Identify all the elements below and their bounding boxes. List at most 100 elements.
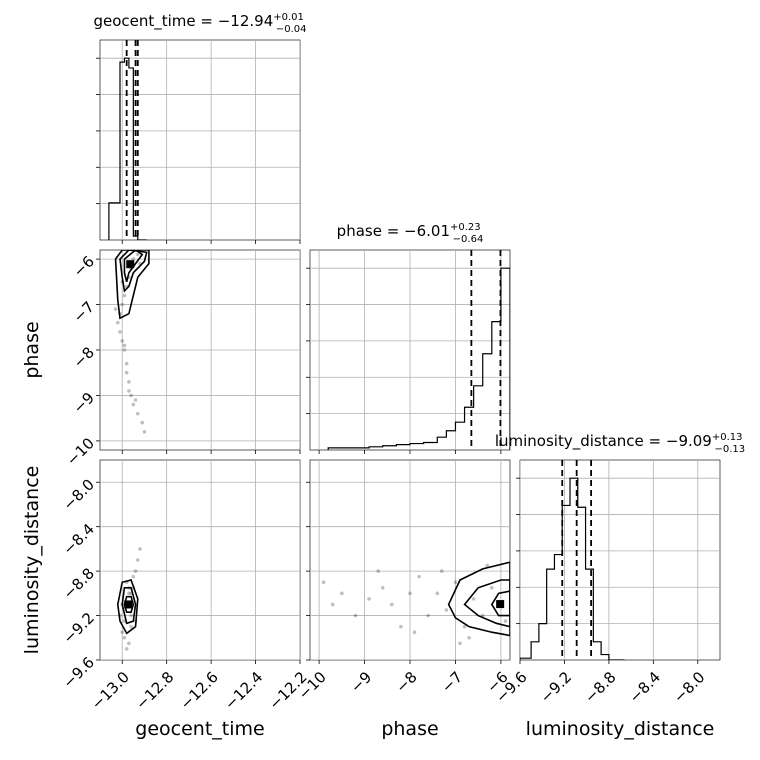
sample-point xyxy=(122,343,127,348)
y-axis-label-phase: phase xyxy=(21,321,43,378)
sample-point xyxy=(124,647,129,651)
x-axis-label-luminosity_distance: luminosity_distance xyxy=(526,718,715,740)
sample-point xyxy=(120,630,125,635)
density-peak xyxy=(126,260,135,269)
grid xyxy=(310,460,510,660)
x-tick-label: −8.4 xyxy=(626,668,664,706)
sample-point xyxy=(129,393,133,398)
panel-0-0 xyxy=(96,39,301,244)
sample-point xyxy=(135,411,140,416)
y-tick-label: −9 xyxy=(70,389,98,417)
sample-point xyxy=(503,619,508,623)
sample-point xyxy=(127,641,131,646)
sample-point xyxy=(127,380,131,384)
x-tick-label: −12.4 xyxy=(221,668,266,713)
title-luminosity_distance: luminosity_distance = −9.09+0.13 −0.13 xyxy=(495,432,745,455)
panel-frame xyxy=(519,459,721,661)
title-phase: phase = −6.01+0.23 −0.64 xyxy=(337,222,484,245)
panel-frame xyxy=(99,39,301,241)
density-contour-1 xyxy=(121,586,137,625)
sample-point xyxy=(376,569,380,573)
x-tick-label: −8.0 xyxy=(670,668,708,706)
panel-2-0 xyxy=(96,459,301,664)
title-main: phase = −6.01 xyxy=(337,222,450,240)
panel-1-1 xyxy=(306,249,511,454)
panel-frame xyxy=(99,459,301,661)
sample-point xyxy=(133,398,138,402)
sample-point xyxy=(330,602,335,607)
y-tick-label: −7 xyxy=(70,298,98,326)
sample-points xyxy=(321,563,508,646)
y-tick-label: −8.8 xyxy=(60,564,98,602)
sample-point xyxy=(131,574,136,579)
sample-point xyxy=(124,370,129,375)
sample-point xyxy=(471,597,476,601)
sample-point xyxy=(127,389,131,393)
title-main: geocent_time = −12.94 xyxy=(93,12,273,31)
sample-point xyxy=(321,580,326,585)
sample-point xyxy=(120,339,125,343)
density-contour-2 xyxy=(447,561,510,637)
grid xyxy=(520,460,720,660)
sample-point xyxy=(435,591,440,596)
histogram-phase xyxy=(327,267,510,450)
grid xyxy=(310,250,510,450)
title-layer: geocent_time = −12.94+0.01 −0.04 phase = −… xyxy=(93,12,745,455)
sample-point xyxy=(490,585,494,590)
sample-point xyxy=(124,361,129,366)
sample-point xyxy=(115,320,120,325)
density-contour-0 xyxy=(123,595,135,614)
x-tick-label: −9 xyxy=(347,668,375,696)
sample-point xyxy=(127,591,131,596)
title-minus: −0.13 xyxy=(715,444,746,455)
sample-point xyxy=(142,430,147,434)
density-contour-2 xyxy=(114,250,150,320)
title-plus: +0.23 xyxy=(450,222,481,233)
panel-2-2 xyxy=(516,459,721,664)
sample-point xyxy=(118,330,122,334)
x-tick-label: −8 xyxy=(392,668,420,696)
sample-point xyxy=(353,613,358,618)
histogram-luminosity_distance xyxy=(520,477,625,660)
sample-point xyxy=(453,580,458,585)
y-tick-label: −9.2 xyxy=(60,609,98,647)
x-tick-label: −13.0 xyxy=(88,668,133,713)
sample-point xyxy=(129,613,133,618)
y-tick-label: −8.0 xyxy=(60,476,98,514)
y-tick-label: −8.4 xyxy=(60,520,98,558)
panel-1-0 xyxy=(96,249,301,454)
sample-point xyxy=(120,302,125,307)
sample-point xyxy=(390,602,394,607)
x-axis-label-geocent_time: geocent_time xyxy=(135,718,264,740)
sample-point xyxy=(417,574,421,579)
sample-point xyxy=(122,348,127,352)
sample-point xyxy=(133,569,138,573)
sample-point xyxy=(426,613,430,618)
x-tick-label: −12.8 xyxy=(132,668,177,713)
y-tick-label: −10 xyxy=(63,434,98,469)
panel-2-1 xyxy=(306,459,511,664)
sample-point xyxy=(440,569,444,573)
y-tick-label: −9.6 xyxy=(60,653,98,691)
panel-layer xyxy=(96,39,721,664)
sample-point xyxy=(444,608,449,612)
sample-point xyxy=(122,635,127,640)
x-tick-label: −12.6 xyxy=(177,668,222,713)
sample-point xyxy=(135,252,140,257)
sample-point xyxy=(462,624,467,629)
x-axis-label-phase: phase xyxy=(381,718,438,740)
title-plus: +0.13 xyxy=(712,432,743,443)
title-minus: −0.64 xyxy=(453,234,484,245)
sample-point xyxy=(138,547,142,551)
sample-point xyxy=(367,597,371,601)
x-tick-label: −7 xyxy=(438,668,466,696)
y-tick-label: −8 xyxy=(70,343,98,371)
sample-point xyxy=(340,591,344,596)
sample-point xyxy=(467,635,471,640)
density-contour-2 xyxy=(116,579,139,635)
sample-point xyxy=(131,257,136,261)
density-peak xyxy=(496,600,505,609)
title-main: luminosity_distance = −9.09 xyxy=(495,432,712,451)
sample-point xyxy=(113,307,118,311)
